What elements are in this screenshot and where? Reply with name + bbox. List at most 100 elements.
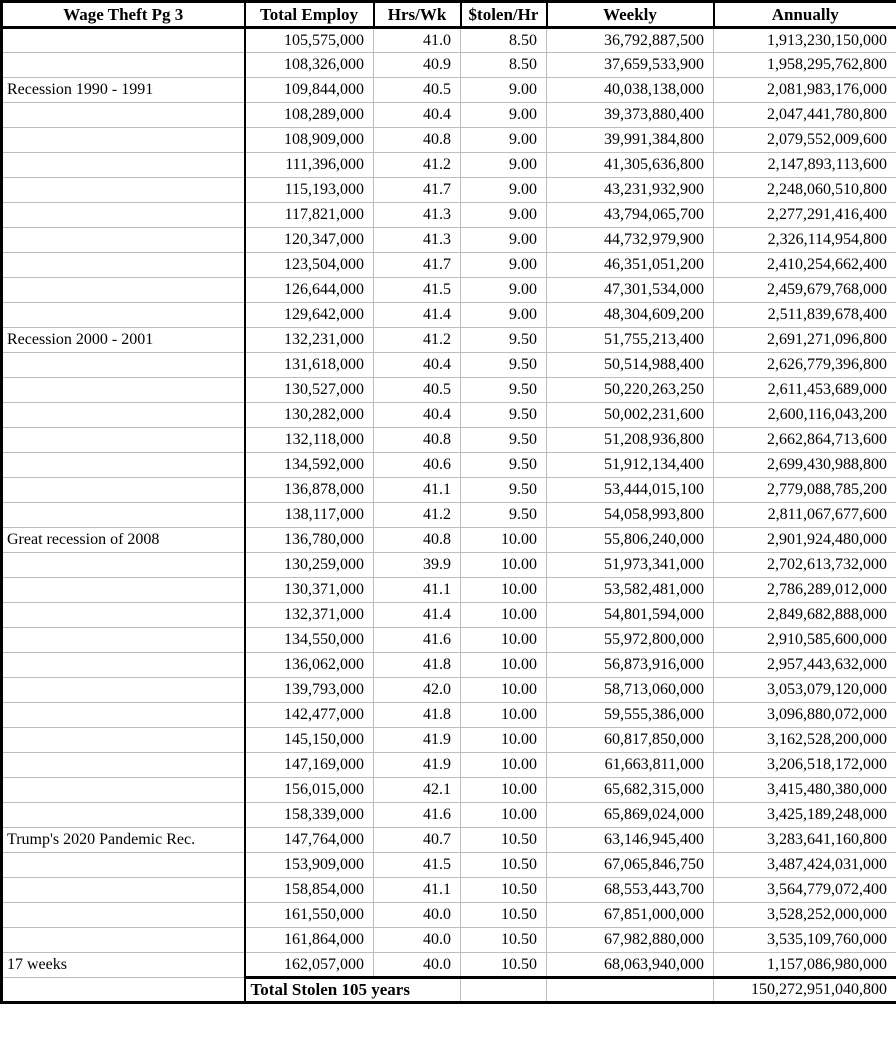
total-employ-cell: 134,550,000 [244, 627, 374, 653]
weekly-cell: 50,220,263,250 [546, 377, 714, 403]
weekly-cell: 56,873,916,000 [546, 652, 714, 678]
table-row: 17 weeks 162,057,000 40.0 10.50 68,063,940,0… [1, 952, 896, 978]
stolen-hr-cell: 10.00 [460, 777, 547, 803]
hrs-wk-cell: 42.0 [373, 677, 461, 703]
table-row: 142,477,000 41.8 10.00 59,555,386,000 3,096,… [1, 702, 896, 728]
annually-cell: 2,699,430,988,800 [713, 452, 896, 478]
total-employ-cell: 156,015,000 [244, 777, 374, 803]
stolen-hr-cell: 9.00 [460, 302, 547, 328]
row-label [1, 702, 246, 728]
table-footer: Total Stolen 105 years 150,272,951,040,8… [1, 976, 896, 1003]
weekly-cell: 54,058,993,800 [546, 502, 714, 528]
weekly-cell: 51,973,341,000 [546, 552, 714, 578]
row-label [1, 802, 246, 828]
weekly-cell: 53,444,015,100 [546, 477, 714, 503]
table-row: Trump's 2020 Pandemic Rec. 147,764,000 40.… [1, 827, 896, 853]
weekly-cell: 43,794,065,700 [546, 202, 714, 228]
hrs-wk-cell: 40.8 [373, 427, 461, 453]
stolen-hr-cell: 10.00 [460, 802, 547, 828]
weekly-cell: 58,713,060,000 [546, 677, 714, 703]
annually-cell: 2,811,067,677,600 [713, 502, 896, 528]
weekly-cell: 51,208,936,800 [546, 427, 714, 453]
footer-row: Total Stolen 105 years 150,272,951,040,8… [1, 976, 896, 1003]
row-label [1, 52, 246, 78]
footer-annually-total: 150,272,951,040,800 [713, 976, 896, 1003]
table-row: 132,118,000 40.8 9.50 51,208,936,800 2,662,8… [1, 427, 896, 453]
row-label [1, 752, 246, 778]
hrs-wk-cell: 39.9 [373, 552, 461, 578]
total-employ-cell: 117,821,000 [244, 202, 374, 228]
hrs-wk-cell: 41.2 [373, 327, 461, 353]
row-label [1, 577, 246, 603]
hrs-wk-cell: 41.1 [373, 577, 461, 603]
total-employ-cell: 108,909,000 [244, 127, 374, 153]
total-employ-cell: 108,289,000 [244, 102, 374, 128]
stolen-hr-cell: 10.50 [460, 852, 547, 878]
weekly-cell: 59,555,386,000 [546, 702, 714, 728]
row-label: Recession 1990 - 1991 [1, 77, 246, 103]
stolen-hr-cell: 9.00 [460, 277, 547, 303]
stolen-hr-cell: 9.50 [460, 402, 547, 428]
table-row: Recession 2000 - 2001 132,231,000 41.2 9.50… [1, 327, 896, 353]
total-employ-cell: 162,057,000 [244, 952, 374, 978]
annually-cell: 2,248,060,510,800 [713, 177, 896, 203]
total-employ-cell: 132,231,000 [244, 327, 374, 353]
total-employ-cell: 142,477,000 [244, 702, 374, 728]
total-employ-cell: 115,193,000 [244, 177, 374, 203]
hrs-wk-cell: 40.4 [373, 352, 461, 378]
total-employ-cell: 130,259,000 [244, 552, 374, 578]
total-employ-cell: 161,550,000 [244, 902, 374, 928]
footer-stolen-cell [460, 976, 547, 1003]
annually-cell: 2,702,613,732,000 [713, 552, 896, 578]
annually-cell: 3,535,109,760,000 [713, 927, 896, 953]
table-body: 105,575,000 41.0 8.50 36,792,887,500 1,913,2… [1, 27, 896, 978]
annually-cell: 2,611,453,689,000 [713, 377, 896, 403]
hrs-wk-cell: 40.9 [373, 52, 461, 78]
weekly-cell: 39,373,880,400 [546, 102, 714, 128]
total-employ-cell: 147,764,000 [244, 827, 374, 853]
hrs-wk-cell: 41.9 [373, 727, 461, 753]
table-row: 158,854,000 41.1 10.50 68,553,443,700 3,564,… [1, 877, 896, 903]
stolen-hr-cell: 10.00 [460, 677, 547, 703]
annually-cell: 2,410,254,662,400 [713, 252, 896, 278]
row-label [1, 202, 246, 228]
annually-cell: 3,528,252,000,000 [713, 902, 896, 928]
row-label [1, 277, 246, 303]
stolen-hr-cell: 10.00 [460, 727, 547, 753]
hrs-wk-cell: 41.8 [373, 652, 461, 678]
row-label [1, 727, 246, 753]
footer-label-spacer [1, 977, 246, 1003]
stolen-hr-cell: 8.50 [460, 27, 547, 53]
table-row: 136,878,000 41.1 9.50 53,444,015,100 2,779,0… [1, 477, 896, 503]
table-row: 126,644,000 41.5 9.00 47,301,534,000 2,459,6… [1, 277, 896, 303]
weekly-cell: 37,659,533,900 [546, 52, 714, 78]
annually-cell: 3,564,779,072,400 [713, 877, 896, 903]
hrs-wk-cell: 40.4 [373, 402, 461, 428]
table-row: 111,396,000 41.2 9.00 41,305,636,800 2,147,8… [1, 152, 896, 178]
hrs-wk-cell: 41.1 [373, 877, 461, 903]
col-header-weekly: Weekly [545, 0, 715, 29]
weekly-cell: 44,732,979,900 [546, 227, 714, 253]
row-label [1, 552, 246, 578]
table-row: 147,169,000 41.9 10.00 61,663,811,000 3,206,… [1, 752, 896, 778]
row-label [1, 852, 246, 878]
table-row: 131,618,000 40.4 9.50 50,514,988,400 2,626,7… [1, 352, 896, 378]
annually-cell: 2,957,443,632,000 [713, 652, 896, 678]
table-row: 134,550,000 41.6 10.00 55,972,800,000 2,910,… [1, 627, 896, 653]
row-label [1, 227, 246, 253]
row-label [1, 177, 246, 203]
hrs-wk-cell: 41.3 [373, 202, 461, 228]
weekly-cell: 54,801,594,000 [546, 602, 714, 628]
stolen-hr-cell: 9.50 [460, 502, 547, 528]
stolen-hr-cell: 10.50 [460, 927, 547, 953]
row-label [1, 27, 246, 53]
annually-cell: 2,626,779,396,800 [713, 352, 896, 378]
table-row: 130,527,000 40.5 9.50 50,220,263,250 2,611,4… [1, 377, 896, 403]
row-label: Recession 2000 - 2001 [1, 327, 246, 353]
stolen-hr-cell: 9.00 [460, 152, 547, 178]
hrs-wk-cell: 41.4 [373, 602, 461, 628]
total-employ-cell: 158,339,000 [244, 802, 374, 828]
annually-cell: 2,600,116,043,200 [713, 402, 896, 428]
annually-cell: 2,910,585,600,000 [713, 627, 896, 653]
total-employ-cell: 139,793,000 [244, 677, 374, 703]
